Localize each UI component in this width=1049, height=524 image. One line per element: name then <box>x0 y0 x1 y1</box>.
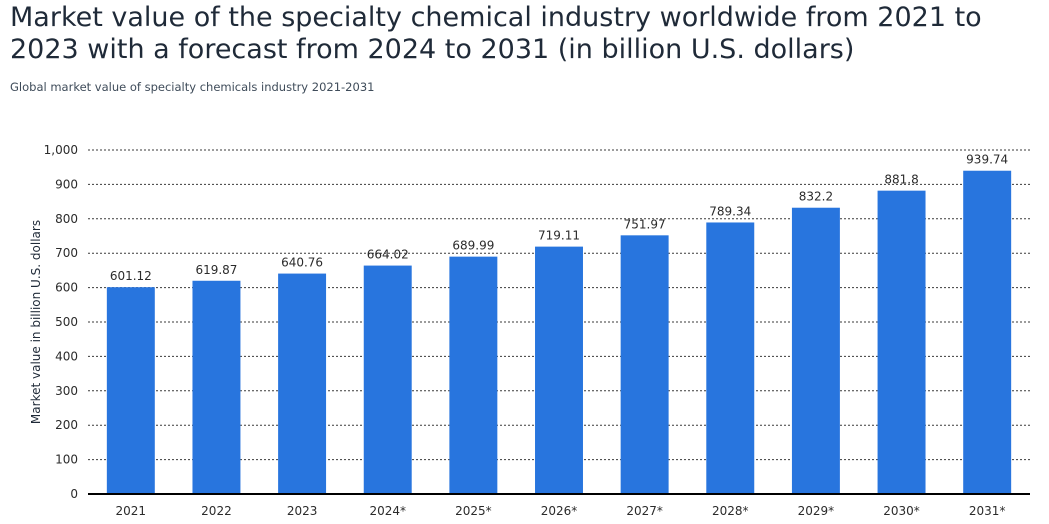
x-tick-label: 2021 <box>116 504 147 518</box>
bar <box>877 190 926 494</box>
bars <box>106 170 1012 495</box>
y-tick-label: 900 <box>55 177 78 191</box>
gridlines <box>88 149 1030 461</box>
bar-value-label: 689.99 <box>452 239 494 253</box>
y-tick-label: 200 <box>55 418 78 432</box>
bar-value-label: 601.12 <box>110 269 152 283</box>
y-tick-label: 100 <box>55 453 78 467</box>
bar <box>620 235 669 494</box>
x-axis-ticks: 2021 2022 2023 2024* 2025* 2026* 2027* 2028* 202… <box>116 504 1006 518</box>
bar-value-label: 640.76 <box>281 256 323 270</box>
bar-value-label: 832.2 <box>799 190 833 204</box>
x-tick-label: 2025* <box>455 504 492 518</box>
y-tick-label: 600 <box>55 281 78 295</box>
y-tick-label: 300 <box>55 384 78 398</box>
x-tick-label: 2027* <box>626 504 663 518</box>
bar-value-label: 939.74 <box>966 153 1008 167</box>
bar-value-label: 881.8 <box>884 173 918 187</box>
y-tick-label: 400 <box>55 349 78 363</box>
bar <box>192 280 241 494</box>
bar <box>791 207 840 494</box>
y-tick-label: 800 <box>55 212 78 226</box>
x-tick-label: 2029* <box>798 504 835 518</box>
bar <box>963 170 1012 495</box>
data-labels: 601.12 619.87 640.76 664.02 689.99 719.11 751.… <box>110 153 1008 283</box>
bar-value-label: 664.02 <box>367 248 409 262</box>
y-tick-label: 1,000 <box>44 143 78 157</box>
bar <box>363 265 412 494</box>
bar-value-label: 619.87 <box>195 263 237 277</box>
x-tick-label: 2023 <box>287 504 318 518</box>
x-tick-label: 2022 <box>201 504 232 518</box>
bar <box>706 222 755 494</box>
bar <box>449 256 498 494</box>
chart-title: Market value of the specialty chemical i… <box>10 2 982 65</box>
x-tick-label: 2026* <box>541 504 578 518</box>
bar-value-label: 751.97 <box>624 217 666 231</box>
bar-value-label: 719.11 <box>538 229 580 243</box>
bar <box>535 246 583 494</box>
bar <box>106 287 155 494</box>
x-tick-label: 2024* <box>369 504 406 518</box>
y-axis-ticks: 0 100 200 300 400 500 600 700 800 900 1,000 <box>44 143 78 501</box>
bar <box>278 273 327 494</box>
x-tick-label: 2030* <box>883 504 920 518</box>
y-tick-label: 500 <box>55 315 78 329</box>
x-tick-label: 2031* <box>969 504 1006 518</box>
x-tick-label: 2028* <box>712 504 749 518</box>
y-tick-label: 0 <box>70 487 78 501</box>
bar-value-label: 789.34 <box>709 204 751 218</box>
chart-subtitle: Global market value of specialty chemica… <box>10 80 375 94</box>
y-axis-title: Market value in billion U.S. dollars <box>29 220 43 424</box>
y-tick-label: 700 <box>55 246 78 260</box>
